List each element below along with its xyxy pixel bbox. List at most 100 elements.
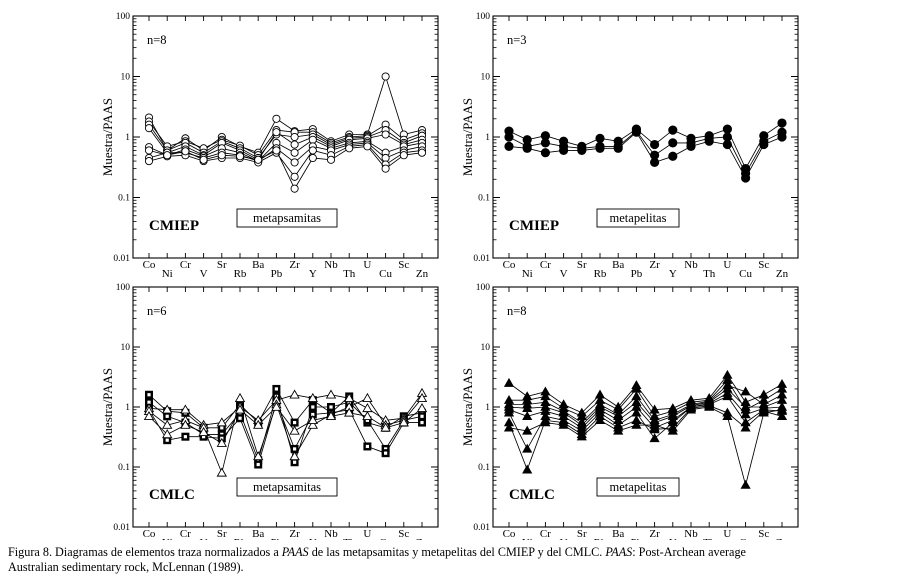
x-tick-label: Sr xyxy=(577,259,587,271)
panel-cmiep-metapsamitas: 100 10 1 0.1 0.01 Co Ni Cr V Sr Rb Ba Pb Zr Y Nb Th U Cu Sc… xyxy=(100,12,439,280)
x-tick-label: Ba xyxy=(612,259,624,271)
data-point xyxy=(307,415,318,425)
x-tick-label: Cr xyxy=(180,259,191,271)
data-point xyxy=(417,148,427,157)
x-tick-label: Zr xyxy=(289,528,300,540)
data-point xyxy=(290,148,299,157)
data-point xyxy=(668,138,678,148)
data-point xyxy=(522,411,533,420)
lithology-box xyxy=(236,208,338,228)
data-point xyxy=(199,155,208,164)
series-line xyxy=(508,395,783,450)
x-tick-label: Ni xyxy=(522,268,533,280)
data-point xyxy=(308,135,317,144)
x-tick-label: Th xyxy=(703,268,716,280)
data-point xyxy=(649,139,660,150)
figure-caption: Figura 8. Diagramas de elementos traza n… xyxy=(8,545,898,575)
y-tick-label: 0.01 xyxy=(473,254,490,264)
data-point xyxy=(144,124,154,133)
series-s8 xyxy=(144,142,427,193)
x-tick-label: Th xyxy=(343,537,356,540)
y-tick-label: 0.1 xyxy=(478,463,490,473)
data-point xyxy=(558,419,569,429)
data-point xyxy=(740,173,751,183)
x-tick-label: Rb xyxy=(594,537,607,540)
data-point xyxy=(381,153,390,163)
data-point xyxy=(416,403,428,413)
data-point xyxy=(271,401,282,411)
data-point xyxy=(777,118,787,128)
data-point xyxy=(345,144,354,153)
data-point xyxy=(503,407,515,417)
data-point xyxy=(381,130,390,139)
caption-text-2: de las metapsamitas y metapelitas del CM… xyxy=(308,545,606,559)
data-point xyxy=(503,377,515,387)
x-tick-label: Rb xyxy=(594,268,607,280)
x-tick-label: Cu xyxy=(739,537,752,540)
y-tick-label: 0.01 xyxy=(473,523,490,533)
y-axis-label: Muestra/PAAS xyxy=(460,98,475,176)
sample-count-label: n=8 xyxy=(507,304,527,318)
data-point-hole xyxy=(384,447,388,451)
data-point xyxy=(380,422,391,432)
data-point xyxy=(198,426,209,436)
x-tick-label: U xyxy=(723,259,731,271)
data-point xyxy=(558,145,569,156)
data-point xyxy=(522,464,533,474)
data-point xyxy=(290,184,299,193)
data-point xyxy=(759,139,769,150)
data-point xyxy=(253,419,264,429)
x-tick-label: U xyxy=(363,259,371,271)
data-point xyxy=(235,152,245,161)
data-point-hole xyxy=(365,418,369,422)
y-tick-label: 1 xyxy=(125,133,130,143)
x-tick-label: Zn xyxy=(776,268,789,280)
data-point xyxy=(289,451,300,461)
data-point-hole xyxy=(220,426,224,430)
data-point xyxy=(254,155,263,164)
lithology-box xyxy=(596,477,680,497)
data-point xyxy=(668,151,678,161)
series-line xyxy=(508,406,783,486)
x-tick-label: Sr xyxy=(217,259,227,271)
x-tick-label: Nb xyxy=(324,528,338,540)
data-point-hole xyxy=(238,416,242,420)
data-point-hole xyxy=(147,400,151,404)
data-point xyxy=(344,392,355,402)
y-tick-label: 0.1 xyxy=(118,463,130,473)
x-tick-label: Nb xyxy=(684,528,698,540)
data-point xyxy=(272,146,281,155)
series-line xyxy=(508,130,783,175)
data-point-hole xyxy=(420,420,424,425)
caption-paas-2: PAAS xyxy=(605,545,633,559)
x-tick-label: Nb xyxy=(684,259,698,271)
data-point xyxy=(399,151,408,160)
x-tick-label: Y xyxy=(669,268,677,280)
series-s8 xyxy=(503,401,788,489)
x-tick-label: Ba xyxy=(252,528,264,540)
data-point xyxy=(722,411,733,420)
data-point xyxy=(289,389,300,399)
data-point xyxy=(381,164,390,173)
y-tick-label: 10 xyxy=(481,73,491,83)
data-point xyxy=(326,155,336,164)
x-tick-label: Cr xyxy=(180,528,191,540)
data-point xyxy=(776,404,788,414)
lithology-label: metapsamitas xyxy=(253,480,321,494)
x-tick-label: Y xyxy=(309,537,317,540)
data-point-hole xyxy=(293,420,297,425)
data-point xyxy=(216,437,227,447)
data-point xyxy=(381,72,390,81)
data-point xyxy=(162,419,173,429)
x-tick-label: Cu xyxy=(739,268,752,280)
y-axis-label: Muestra/PAAS xyxy=(100,98,115,176)
data-point xyxy=(272,114,281,123)
x-tick-label: Cu xyxy=(379,537,392,540)
data-point xyxy=(613,425,624,435)
x-tick-label: Pb xyxy=(631,268,643,280)
y-tick-label: 10 xyxy=(481,343,491,353)
y-axis-label: Muestra/PAAS xyxy=(100,368,115,446)
data-point xyxy=(740,479,751,489)
data-point xyxy=(540,138,551,148)
data-point xyxy=(143,410,155,421)
